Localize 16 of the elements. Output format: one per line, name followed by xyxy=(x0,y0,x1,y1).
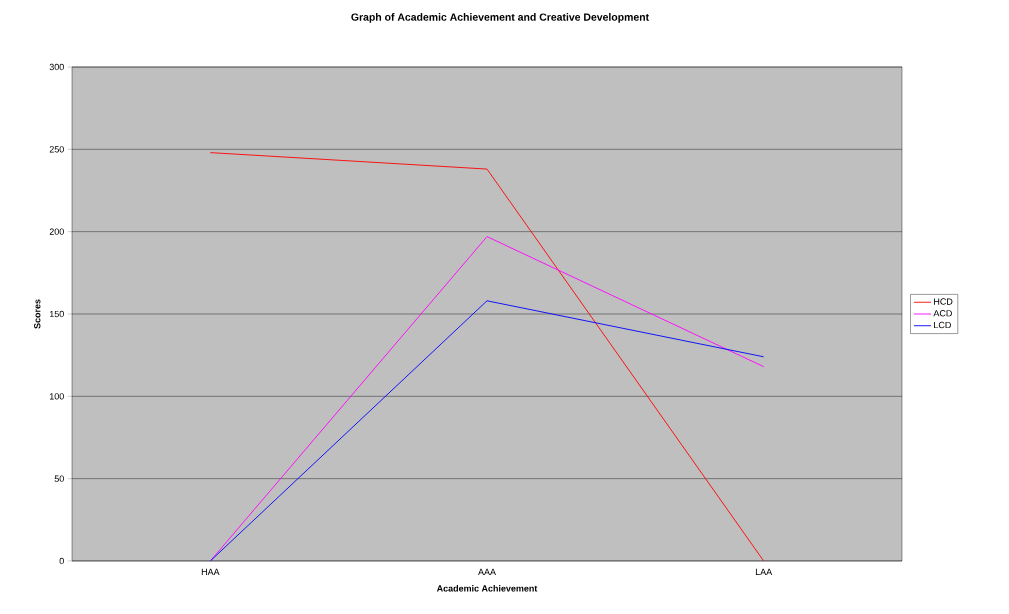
legend-label: HCD xyxy=(934,298,953,305)
x-tick-label: LAA xyxy=(755,568,773,575)
y-tick-label: 300 xyxy=(49,63,64,71)
x-tick-label: AAA xyxy=(478,568,496,575)
legend-label: ACD xyxy=(933,310,952,317)
y-tick-label: 200 xyxy=(49,228,64,235)
x-tick-label: HAA xyxy=(201,568,220,575)
y-tick-label: 50 xyxy=(54,475,64,482)
x-axis-title: Academic Achievement xyxy=(436,585,538,592)
chart-title: Graph of Academic Achievement and Creative Development xyxy=(351,13,649,23)
y-tick-label: 150 xyxy=(49,310,64,318)
y-axis-title: Scores xyxy=(34,299,41,329)
y-tick-label: 100 xyxy=(49,393,64,400)
y-tick-label: 250 xyxy=(49,146,64,153)
legend-label: LCD xyxy=(934,321,951,329)
y-tick-label: 0 xyxy=(59,557,64,565)
